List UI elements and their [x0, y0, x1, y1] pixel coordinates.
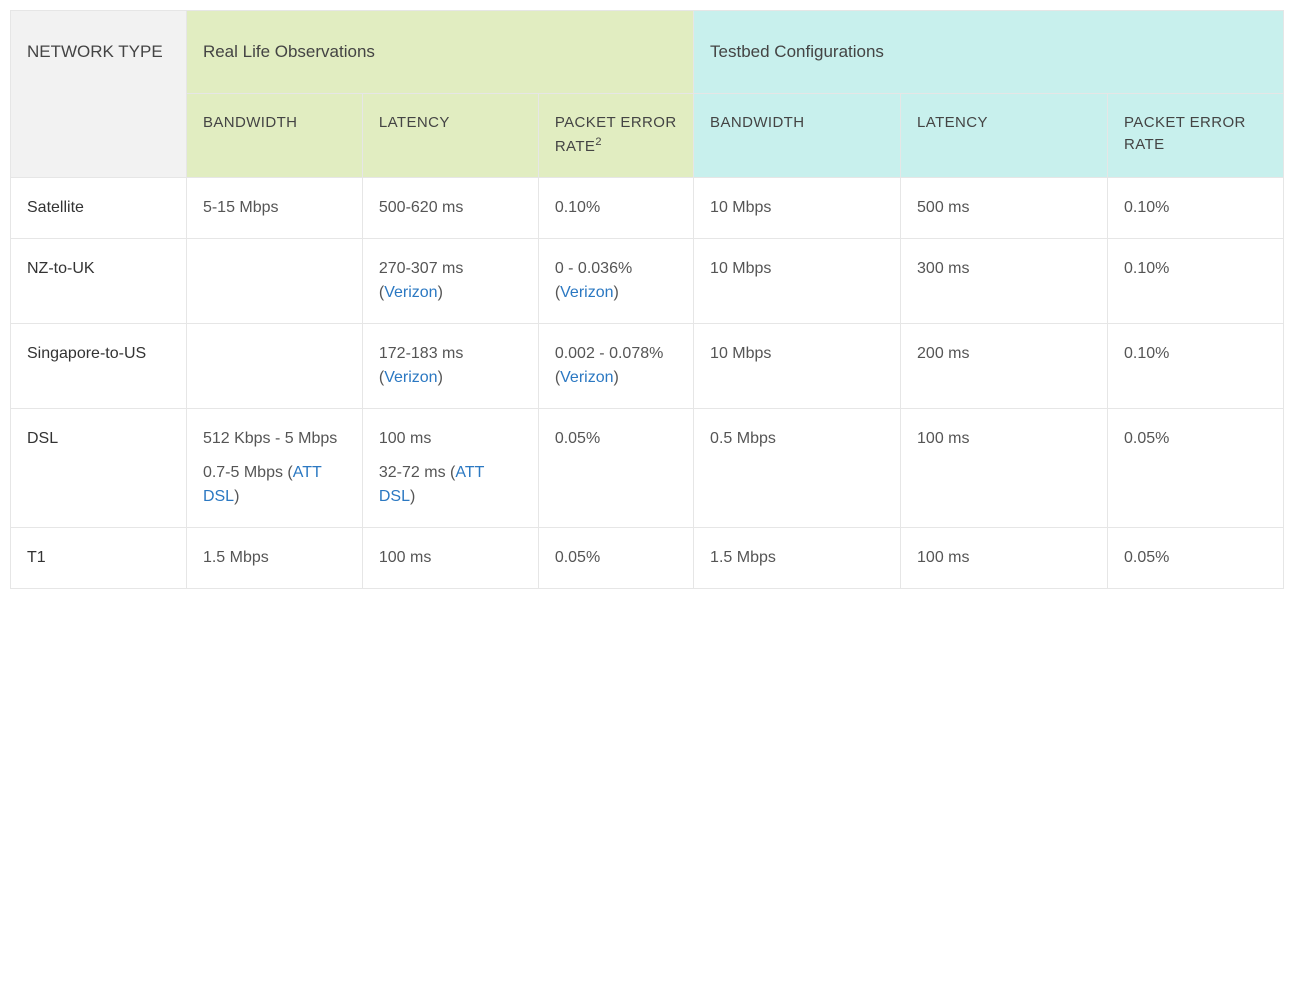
col-header-real-bandwidth: BANDWIDTH: [186, 93, 362, 177]
cell-tb-latency: 300 ms: [901, 238, 1108, 323]
cell-real-bandwidth: [186, 323, 362, 408]
footnote-marker: 2: [595, 136, 602, 148]
cell-tb-per: 0.10%: [1108, 177, 1284, 238]
cell-tb-latency: 200 ms: [901, 323, 1108, 408]
col-header-tb-per: PACKET ERROR RATE: [1108, 93, 1284, 177]
table-row: DSL512 Kbps - 5 Mbps0.7-5 Mbps (ATT DSL)…: [11, 408, 1284, 527]
cell-tb-bandwidth: 10 Mbps: [694, 177, 901, 238]
cell-real-per: 0.05%: [538, 527, 693, 588]
source-link[interactable]: ATT DSL: [379, 464, 484, 505]
source-link[interactable]: Verizon: [384, 369, 437, 386]
source-link[interactable]: Verizon: [384, 284, 437, 301]
cell-tb-per: 0.05%: [1108, 408, 1284, 527]
cell-real-bandwidth: 1.5 Mbps: [186, 527, 362, 588]
cell-tb-latency: 100 ms: [901, 527, 1108, 588]
col-header-tb-latency: LATENCY: [901, 93, 1108, 177]
cell-real-latency: 100 ms32-72 ms (ATT DSL): [362, 408, 538, 527]
col-header-label: NETWORK TYPE: [27, 42, 163, 61]
col-header-real-latency: LATENCY: [362, 93, 538, 177]
table-body: Satellite5-15 Mbps500-620 ms0.10%10 Mbps…: [11, 177, 1284, 588]
cell-tb-bandwidth: 10 Mbps: [694, 238, 901, 323]
cell-network-type: Satellite: [11, 177, 187, 238]
column-header-row: BANDWIDTH LATENCY PACKET ERROR RATE2 BAN…: [11, 93, 1284, 177]
cell-network-type: NZ-to-UK: [11, 238, 187, 323]
col-header-real-per: PACKET ERROR RATE2: [538, 93, 693, 177]
cell-tb-bandwidth: 0.5 Mbps: [694, 408, 901, 527]
cell-real-latency: 500-620 ms: [362, 177, 538, 238]
cell-tb-latency: 100 ms: [901, 408, 1108, 527]
source-link[interactable]: ATT DSL: [203, 464, 322, 505]
cell-real-bandwidth: 512 Kbps - 5 Mbps0.7-5 Mbps (ATT DSL): [186, 408, 362, 527]
cell-real-latency: 270-307 ms (Verizon): [362, 238, 538, 323]
group-header-row: NETWORK TYPE Real Life Observations Test…: [11, 11, 1284, 94]
cell-real-per: 0.05%: [538, 408, 693, 527]
group-header-label: Testbed Configurations: [710, 42, 884, 61]
cell-network-type: DSL: [11, 408, 187, 527]
cell-real-per: 0.10%: [538, 177, 693, 238]
cell-tb-per: 0.05%: [1108, 527, 1284, 588]
table-row: Satellite5-15 Mbps500-620 ms0.10%10 Mbps…: [11, 177, 1284, 238]
network-comparison-table: NETWORK TYPE Real Life Observations Test…: [10, 10, 1284, 589]
cell-real-per: 0.002 - 0.078% (Verizon): [538, 323, 693, 408]
col-header-network-type: NETWORK TYPE: [11, 11, 187, 178]
group-header-label: Real Life Observations: [203, 42, 375, 61]
cell-real-latency: 100 ms: [362, 527, 538, 588]
cell-tb-per: 0.10%: [1108, 238, 1284, 323]
table-row: NZ-to-UK 270-307 ms (Verizon)0 - 0.036% (…: [11, 238, 1284, 323]
cell-tb-latency: 500 ms: [901, 177, 1108, 238]
col-header-label: LATENCY: [379, 114, 450, 131]
cell-real-bandwidth: [186, 238, 362, 323]
col-header-tb-bandwidth: BANDWIDTH: [694, 93, 901, 177]
col-header-label: PACKET ERROR RATE: [1124, 114, 1246, 154]
group-header-testbed: Testbed Configurations: [694, 11, 1284, 94]
source-link[interactable]: Verizon: [560, 284, 613, 301]
cell-network-type: Singapore-to-US: [11, 323, 187, 408]
cell-tb-per: 0.10%: [1108, 323, 1284, 408]
table-row: Singapore-to-US 172-183 ms (Verizon)0.002…: [11, 323, 1284, 408]
table-row: T11.5 Mbps100 ms0.05%1.5 Mbps100 ms0.05%: [11, 527, 1284, 588]
col-header-label: PACKET ERROR RATE: [555, 114, 677, 156]
cell-tb-bandwidth: 1.5 Mbps: [694, 527, 901, 588]
cell-network-type: T1: [11, 527, 187, 588]
cell-real-latency: 172-183 ms (Verizon): [362, 323, 538, 408]
col-header-label: BANDWIDTH: [710, 114, 804, 131]
col-header-label: LATENCY: [917, 114, 988, 131]
col-header-label: BANDWIDTH: [203, 114, 297, 131]
group-header-real: Real Life Observations: [186, 11, 693, 94]
cell-real-per: 0 - 0.036% (Verizon): [538, 238, 693, 323]
cell-tb-bandwidth: 10 Mbps: [694, 323, 901, 408]
source-link[interactable]: Verizon: [560, 369, 613, 386]
cell-real-bandwidth: 5-15 Mbps: [186, 177, 362, 238]
